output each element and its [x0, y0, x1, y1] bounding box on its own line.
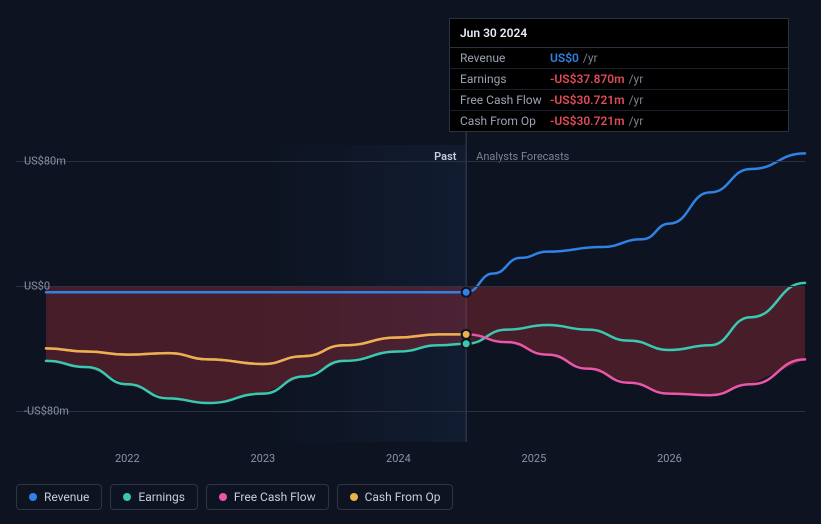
legend-dot [123, 493, 131, 501]
legend-item-cfo[interactable]: Cash From Op [337, 484, 454, 510]
legend-dot [350, 493, 358, 501]
tooltip-unit: /yr [629, 93, 644, 107]
tooltip-unit: /yr [583, 51, 598, 65]
chart-container: Jun 30 2024 Revenue US$0 /yr Earnings -U… [16, 0, 805, 480]
legend: Revenue Earnings Free Cash Flow Cash Fro… [16, 484, 453, 510]
legend-item-earnings[interactable]: Earnings [110, 484, 198, 510]
gridline [16, 411, 805, 412]
gridline [16, 286, 805, 287]
tooltip-value: -US$30.721m [550, 93, 625, 107]
chart-tooltip: Jun 30 2024 Revenue US$0 /yr Earnings -U… [449, 18, 789, 132]
tooltip-label: Earnings [460, 72, 550, 86]
tooltip-value: -US$30.721m [550, 114, 625, 128]
series-line [46, 153, 805, 292]
x-axis-label: 2025 [522, 452, 547, 465]
legend-label: Free Cash Flow [234, 490, 316, 504]
y-axis-label: US$0 [24, 280, 50, 293]
legend-label: Revenue [44, 490, 89, 504]
tooltip-label: Revenue [460, 51, 550, 65]
tooltip-label: Free Cash Flow [460, 93, 550, 107]
tooltip-date: Jun 30 2024 [450, 19, 788, 48]
tooltip-row-fcf: Free Cash Flow -US$30.721m /yr [450, 90, 788, 111]
tooltip-value: US$0 [550, 51, 579, 65]
x-axis-label: 2024 [386, 452, 411, 465]
series-marker [462, 330, 471, 339]
legend-label: Earnings [138, 490, 185, 504]
tooltip-value: -US$37.870m [550, 72, 625, 86]
tooltip-unit: /yr [629, 114, 644, 128]
x-axis-label: 2026 [657, 452, 682, 465]
series-marker [462, 339, 471, 348]
tooltip-label: Cash From Op [460, 114, 550, 128]
series-marker [462, 288, 471, 297]
gridline [16, 161, 805, 162]
legend-dot [29, 493, 37, 501]
x-axis-label: 2022 [115, 452, 140, 465]
legend-item-fcf[interactable]: Free Cash Flow [206, 484, 329, 510]
tooltip-row-revenue: Revenue US$0 /yr [450, 48, 788, 69]
legend-dot [219, 493, 227, 501]
y-axis-label: -US$80m [24, 404, 69, 417]
legend-label: Cash From Op [365, 490, 441, 504]
legend-item-revenue[interactable]: Revenue [16, 484, 102, 510]
y-axis-label: US$80m [24, 155, 66, 168]
x-axis-label: 2023 [250, 452, 275, 465]
tooltip-unit: /yr [629, 72, 644, 86]
tooltip-row-earnings: Earnings -US$37.870m /yr [450, 69, 788, 90]
tooltip-row-cfo: Cash From Op -US$30.721m /yr [450, 111, 788, 131]
